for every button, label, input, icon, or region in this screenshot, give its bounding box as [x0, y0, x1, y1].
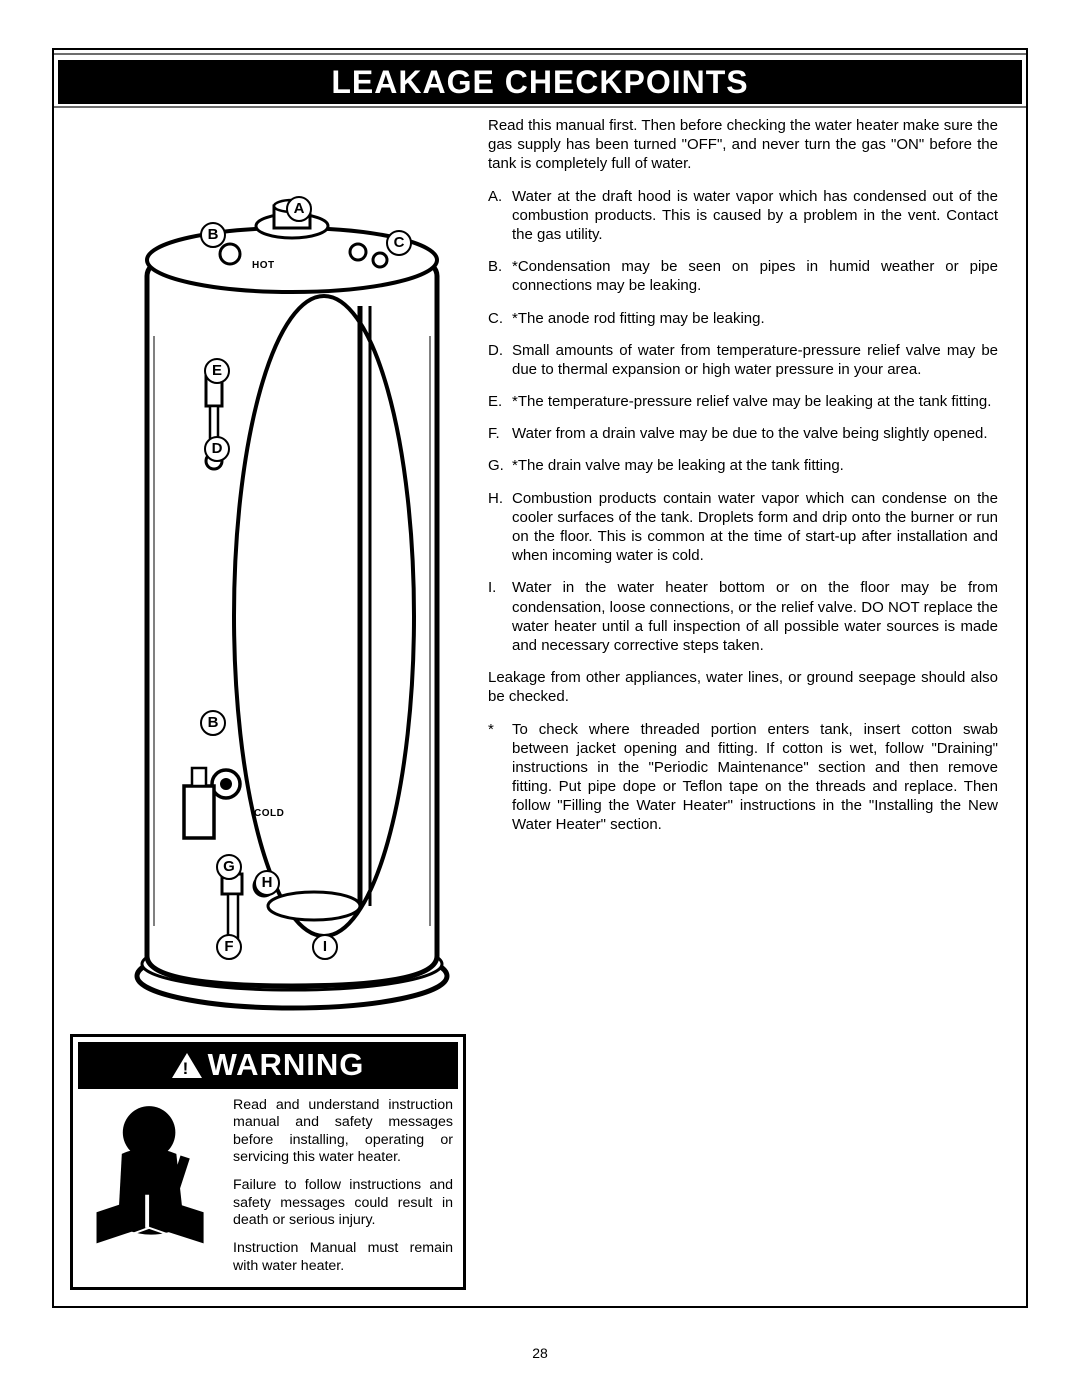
warning-p1: Read and understand instruction manual a…	[233, 1097, 453, 1166]
warning-body: Read and understand instruction manual a…	[73, 1089, 463, 1294]
warning-text: Read and understand instruction manual a…	[233, 1097, 453, 1286]
checkpoint-d: D. Small amounts of water from temperatu…	[488, 341, 998, 379]
checkpoint-e: E. *The temperature-pressure relief valv…	[488, 392, 998, 411]
closing-text: Leakage from other appliances, water lin…	[488, 668, 998, 706]
content-area: A B C E D B G H F I HOT COLD WARNING	[54, 116, 1026, 1306]
checkpoint-g: G. *The drain valve may be leaking at th…	[488, 456, 998, 475]
top-rule-1	[54, 53, 1026, 55]
warning-header: WARNING	[78, 1042, 458, 1089]
callout-c: C	[386, 230, 412, 256]
label-cold: COLD	[254, 808, 284, 819]
page-frame: LEAKAGE CHECKPOINTS	[52, 48, 1028, 1308]
checkpoint-a: A. Water at the draft hood is water vapo…	[488, 187, 998, 245]
warning-p3: Instruction Manual must remain with wate…	[233, 1240, 453, 1275]
callout-d: D	[204, 436, 230, 462]
checkpoint-c: C. *The anode rod fitting may be leaking…	[488, 309, 998, 328]
text-column: Read this manual first. Then before chec…	[484, 116, 1026, 1306]
read-manual-icon	[79, 1097, 225, 1286]
section-title: LEAKAGE CHECKPOINTS	[58, 60, 1022, 104]
top-rule-2	[54, 106, 1026, 108]
water-heater-diagram: A B C E D B G H F I HOT COLD	[114, 186, 474, 1046]
checkpoint-i: I. Water in the water heater bottom or o…	[488, 578, 998, 655]
callout-a: A	[286, 196, 312, 222]
warning-panel: WARNING Read and unde	[70, 1034, 466, 1290]
diagram-column: A B C E D B G H F I HOT COLD WARNING	[54, 116, 484, 1306]
checkpoint-f: F. Water from a drain valve may be due t…	[488, 424, 998, 443]
callout-b-mid: B	[200, 710, 226, 736]
checkpoint-b: B. *Condensation may be seen on pipes in…	[488, 257, 998, 295]
page-number: 28	[0, 1345, 1080, 1361]
intro-text: Read this manual first. Then before chec…	[488, 116, 998, 174]
heater-svg	[114, 186, 474, 1046]
callout-f: F	[216, 934, 242, 960]
footnote: * To check where threaded portion enters…	[488, 720, 998, 835]
callout-i: I	[312, 934, 338, 960]
callout-g: G	[216, 854, 242, 880]
checkpoint-h: H. Combustion products contain water vap…	[488, 489, 998, 566]
warning-triangle-icon	[172, 1053, 202, 1078]
warning-header-text: WARNING	[208, 1047, 365, 1083]
callout-h: H	[254, 870, 280, 896]
callout-b-top: B	[200, 222, 226, 248]
label-hot: HOT	[252, 260, 275, 271]
warning-p2: Failure to follow instructions and safet…	[233, 1177, 453, 1229]
callout-e: E	[204, 358, 230, 384]
